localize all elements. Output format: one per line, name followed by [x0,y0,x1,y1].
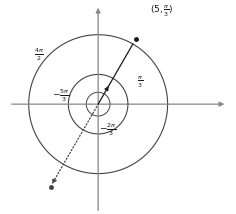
Text: $-\frac{5\pi}{3}$: $-\frac{5\pi}{3}$ [52,87,69,104]
Text: $-\frac{2\pi}{3}$: $-\frac{2\pi}{3}$ [99,122,117,138]
Text: $\frac{4\pi}{2}$: $\frac{4\pi}{2}$ [34,46,44,63]
Text: $\frac{\pi}{3}$: $\frac{\pi}{3}$ [137,75,143,90]
Text: $(5, \frac{\pi}{3})$: $(5, \frac{\pi}{3})$ [150,4,173,19]
